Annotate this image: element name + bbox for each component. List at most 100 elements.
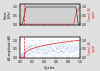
Point [24,49,26,50]
Point [39,43,40,44]
Point [74,43,76,45]
Point [27,47,28,48]
Point [30,52,32,53]
Point [62,50,64,51]
Point [34,44,36,45]
Point [36,48,37,49]
Point [20,53,21,54]
Point [51,54,53,56]
Point [39,40,40,41]
Point [39,56,41,57]
Point [34,47,35,48]
Point [48,43,50,44]
Point [52,49,53,50]
Point [77,40,79,41]
Point [25,49,26,50]
Point [29,47,30,48]
Point [72,57,74,58]
Point [59,46,60,47]
Point [48,44,50,45]
Point [38,47,40,49]
Point [25,44,27,46]
Point [44,46,46,47]
Point [74,57,76,58]
Point [79,46,80,47]
Point [79,46,81,47]
Point [52,49,54,50]
Point [21,57,23,58]
Point [50,46,52,47]
Point [48,57,49,58]
Point [45,53,46,54]
Point [67,48,68,50]
Point [74,57,76,58]
Point [36,49,38,50]
Point [40,49,42,51]
Point [53,57,54,58]
Point [38,48,39,49]
Point [46,43,48,45]
Point [67,47,69,48]
Point [46,44,48,45]
Point [68,46,70,47]
Point [37,41,38,42]
Point [46,52,48,53]
Point [74,48,76,49]
Point [67,46,69,47]
Point [24,50,26,51]
Point [72,41,73,42]
Point [58,40,59,41]
Point [41,49,43,50]
Point [21,55,22,56]
Point [32,53,34,54]
Point [70,51,72,52]
Point [34,48,36,49]
Point [56,40,58,41]
Point [65,47,67,48]
Point [26,56,27,57]
Point [76,53,78,55]
Point [43,56,45,57]
Point [29,47,30,48]
Point [59,43,61,44]
Point [42,40,44,41]
Point [64,46,65,47]
Point [40,53,41,54]
Point [31,48,32,49]
Point [43,43,45,44]
Point [79,55,80,56]
Point [45,52,46,53]
Point [21,57,23,58]
Point [26,53,27,54]
Point [61,53,62,54]
Point [23,54,25,55]
Point [63,45,64,46]
Point [56,52,57,53]
Point [42,54,44,55]
Point [24,55,26,56]
Point [74,53,76,54]
Point [30,46,31,47]
Point [66,46,68,47]
Point [49,49,51,51]
Point [25,43,27,44]
Point [75,43,77,44]
Point [20,56,22,57]
Point [48,40,49,41]
Point [37,52,39,53]
Point [59,51,61,52]
Point [40,49,41,50]
Point [52,57,53,58]
Point [27,43,29,44]
Point [66,49,67,50]
Point [48,45,50,46]
Point [74,45,75,46]
Point [34,52,36,53]
Point [67,45,69,46]
Point [68,48,70,50]
Point [74,49,76,50]
Point [76,43,78,44]
Point [45,49,46,50]
Point [47,40,49,41]
Point [61,44,63,45]
